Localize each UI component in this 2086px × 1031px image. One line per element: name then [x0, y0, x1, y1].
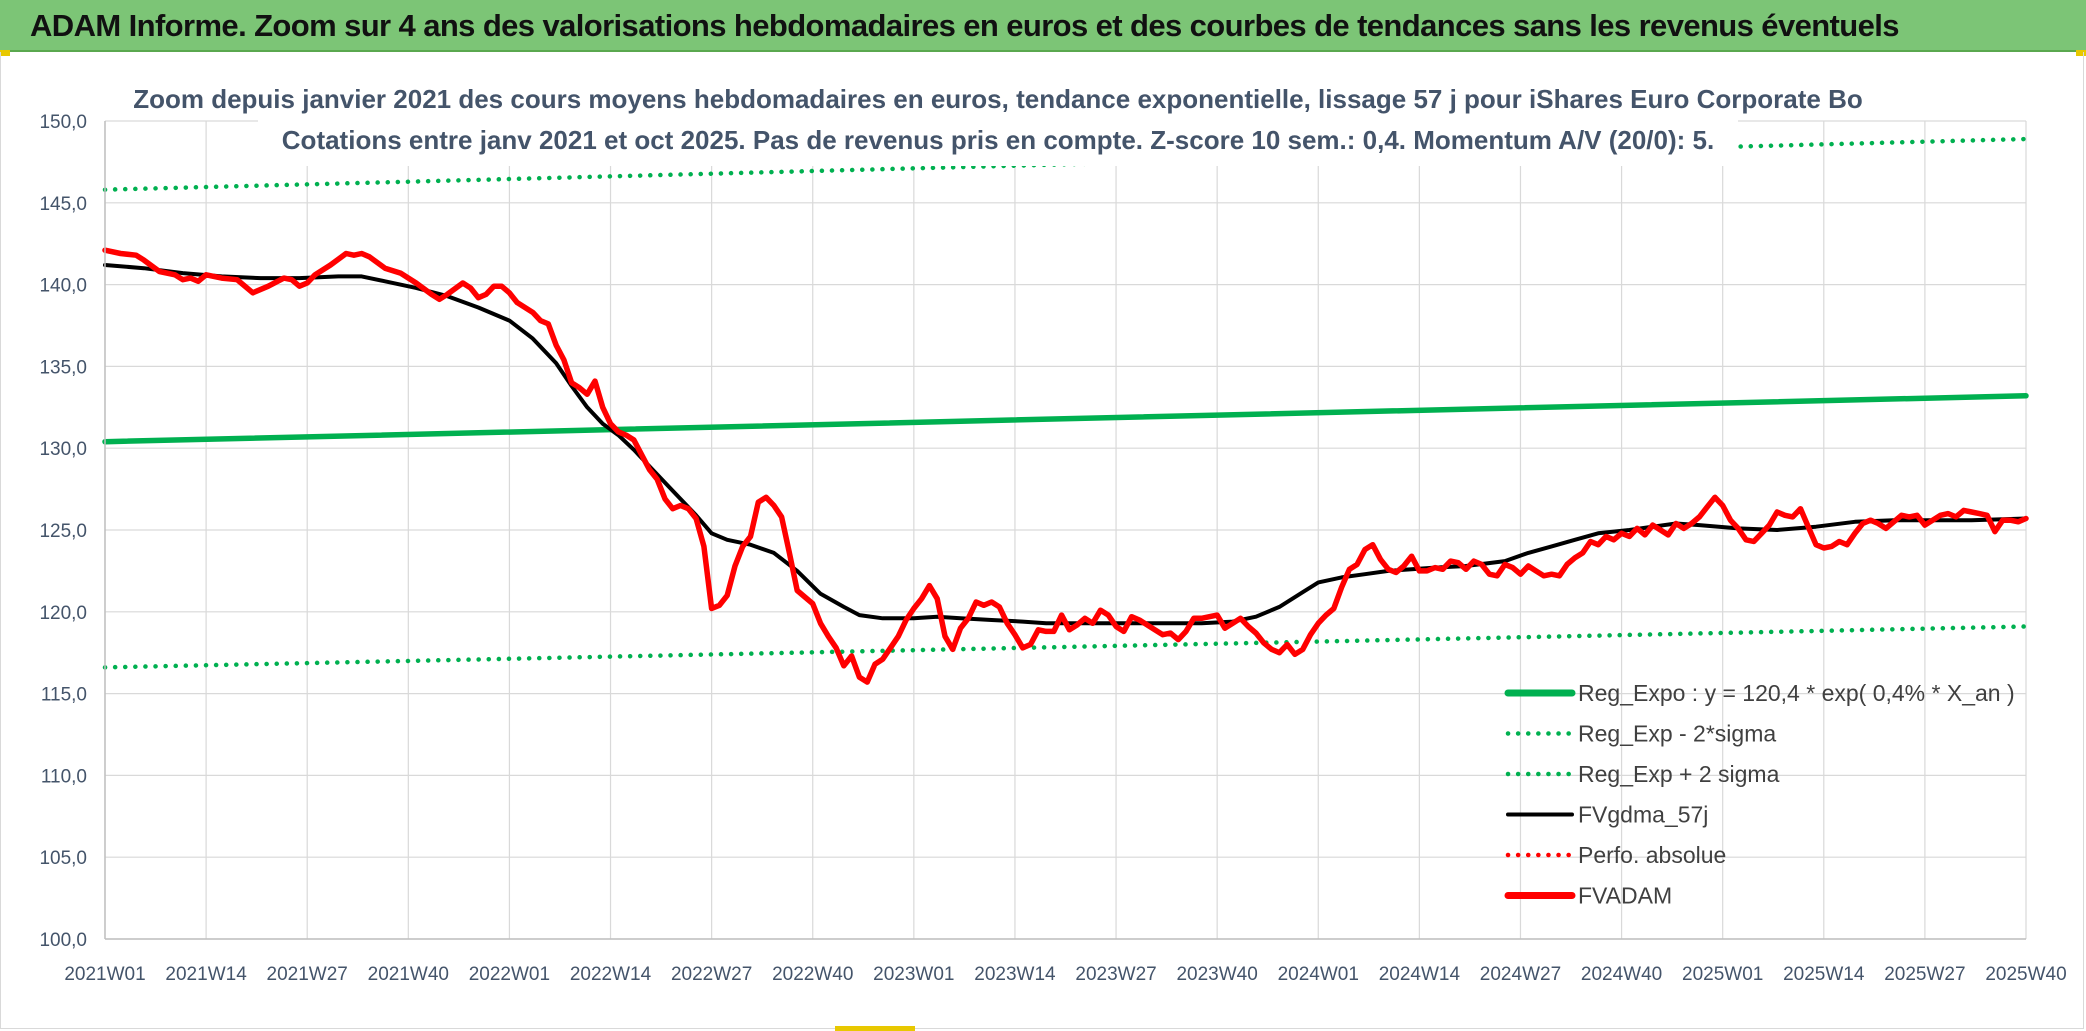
- legend-label-reg-exp-2-sigma: Reg_Exp + 2 sigma: [1578, 761, 1780, 787]
- legend-label-reg-expo-y-120-4-exp-0-4-x-an: Reg_Expo : y = 120,4 * exp( 0,4% * X_an …: [1578, 680, 2015, 706]
- banner-corner-left: [0, 50, 10, 56]
- y-tick-label: 110,0: [41, 766, 87, 787]
- x-tick-label: 2022W14: [570, 964, 652, 985]
- y-tick-label: 105,0: [39, 848, 87, 869]
- x-tick-label: 2022W01: [469, 964, 550, 985]
- x-tick-label: 2023W14: [974, 964, 1056, 985]
- y-tick-label: 120,0: [39, 603, 87, 624]
- axis-layer: 100,0 105,0 110,0 115,0 120,0 125,0 130,0 135,0…: [39, 112, 2066, 985]
- chart-frame: [0, 52, 2084, 1029]
- x-tick-label: 2023W01: [873, 964, 954, 985]
- series-line-fvadam: [102, 247, 2029, 685]
- report-title: ADAM Informe. Zoom sur 4 ans des valoris…: [30, 8, 1900, 43]
- x-tick-label: 2025W27: [1884, 964, 1965, 985]
- x-tick-label: 2021W01: [64, 964, 145, 985]
- x-tick-label: 2025W01: [1682, 964, 1763, 985]
- y-tick-label: 115,0: [41, 685, 87, 706]
- legend-label-perfo-absolue: Perfo. absolue: [1578, 842, 1726, 868]
- legend-label-reg-exp-2-sigma: Reg_Exp - 2*sigma: [1578, 721, 1776, 747]
- y-tick-label: 130,0: [39, 439, 87, 460]
- x-tick-label: 2021W27: [267, 964, 348, 985]
- x-tick-label: 2021W40: [368, 964, 449, 985]
- x-tick-label: 2022W40: [772, 964, 853, 985]
- report-banner: ADAM Informe. Zoom sur 4 ans des valoris…: [0, 0, 2086, 52]
- x-tick-label: 2021W14: [165, 964, 247, 985]
- series-line-reg-exp-2-sigma: [102, 624, 2029, 670]
- y-tick-label: 150,0: [39, 112, 87, 133]
- x-tick-label: 2025W40: [1985, 964, 2066, 985]
- x-tick-label: 2024W40: [1581, 964, 1662, 985]
- y-tick-label: 145,0: [39, 194, 87, 215]
- y-tick-label: 135,0: [39, 357, 87, 378]
- legend-label-fvgdma-57j: FVgdma_57j: [1578, 802, 1708, 828]
- series-line-reg-expo-y-120-4-exp-0-4-x-an: [102, 393, 2029, 445]
- series-layer: [102, 136, 2029, 685]
- y-tick-label: 140,0: [39, 276, 87, 297]
- grid-layer: [104, 120, 2027, 940]
- x-tick-label: 2023W40: [1176, 964, 1257, 985]
- x-tick-label: 2023W27: [1075, 964, 1156, 985]
- x-tick-label: 2024W14: [1379, 964, 1461, 985]
- y-tick-label: 125,0: [39, 521, 87, 542]
- x-tick-label: 2025W14: [1783, 964, 1865, 985]
- banner-corner-right: [2076, 50, 2086, 56]
- x-tick-label: 2024W27: [1480, 964, 1561, 985]
- bottom-marker: [835, 1026, 915, 1031]
- y-tick-label: 100,0: [39, 930, 87, 951]
- legend: Reg_Expo : y = 120,4 * exp( 0,4% * X_an …: [1504, 680, 2015, 909]
- legend-label-fvadam: FVADAM: [1578, 883, 1672, 909]
- title-backdrop: [258, 80, 1738, 166]
- series-line-fvgdma-57j: [103, 263, 2028, 626]
- chart-subtitle: Cotations entre janv 2021 et oct 2025. P…: [282, 125, 1714, 155]
- x-tick-label: 2022W27: [671, 964, 752, 985]
- chart-title: Zoom depuis janvier 2021 des cours moyen…: [133, 84, 1863, 114]
- x-tick-label: 2024W01: [1278, 964, 1359, 985]
